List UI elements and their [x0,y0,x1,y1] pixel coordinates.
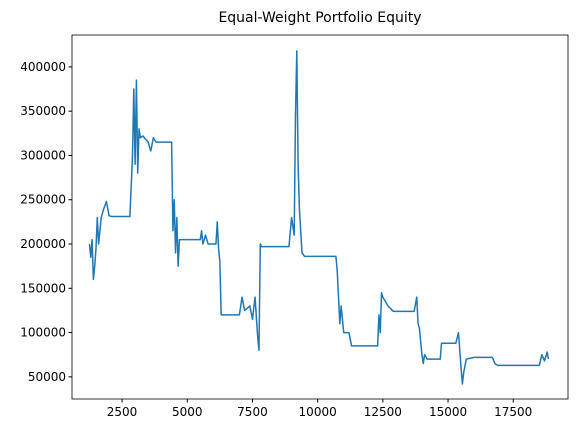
x-tick-label: 5000 [172,405,203,419]
y-tick-label: 250000 [20,193,66,207]
y-tick-label: 200000 [20,237,66,251]
y-tick-label: 400000 [20,60,66,74]
x-tick-label: 10000 [299,405,337,419]
plot-frame [71,34,569,400]
y-tick-label: 50000 [28,370,66,384]
chart-title: Equal-Weight Portfolio Equity [218,10,421,26]
x-tick-label: 12500 [364,405,402,419]
x-tick-label: 15000 [429,405,467,419]
x-tick-label: 17500 [494,405,532,419]
y-tick-label: 350000 [20,104,66,118]
y-tick-label: 100000 [20,326,66,340]
y-tick-label: 300000 [20,148,66,162]
y-tick-label: 150000 [20,281,66,295]
x-tick-label: 7500 [237,405,268,419]
equity-line [88,50,550,385]
x-tick-label: 2500 [107,405,138,419]
